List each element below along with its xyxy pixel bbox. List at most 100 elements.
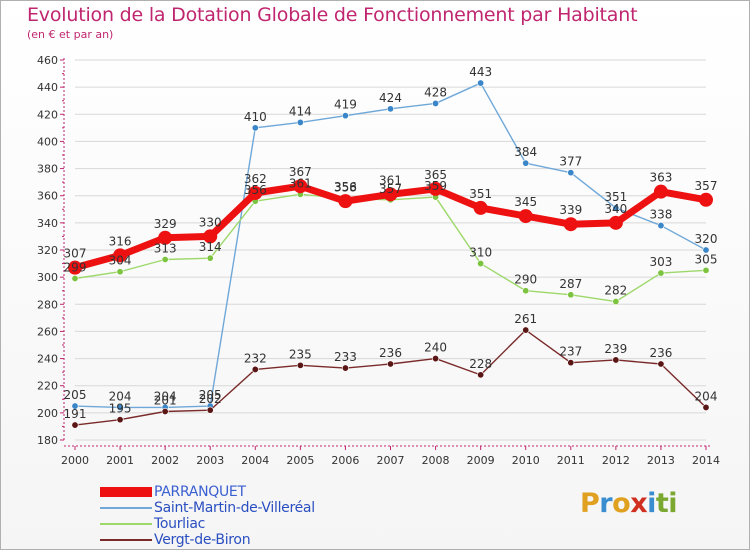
y-tick-label: 440 [37, 81, 58, 94]
y-tick-label: 300 [37, 271, 58, 284]
data-label-tourliac: 282 [604, 284, 627, 298]
y-tick-label: 260 [37, 325, 58, 338]
data-label-vergt-de-biron: 240 [424, 341, 447, 355]
data-label-tourliac: 361 [289, 176, 312, 190]
data-point-vergt-de-biron [116, 416, 124, 424]
data-label-parranquet: 345 [514, 195, 537, 209]
y-tick-label: 180 [37, 434, 58, 447]
data-label-saint-martin-de-viller-al: 205 [64, 388, 87, 402]
data-point-parranquet [158, 230, 173, 245]
data-point-saint-martin-de-viller-al [522, 159, 530, 167]
data-label-vergt-de-biron: 233 [334, 350, 357, 364]
legend-item: Vergt-de-Biron [100, 532, 360, 548]
data-label-parranquet: 357 [695, 179, 718, 193]
data-point-vergt-de-biron [477, 371, 485, 379]
data-label-vergt-de-biron: 237 [559, 345, 582, 359]
data-label-parranquet: 316 [109, 234, 132, 248]
data-label-parranquet: 330 [199, 215, 222, 229]
legend-item: Saint-Martin-de-Villeréal [100, 500, 360, 516]
data-label-parranquet: 339 [559, 203, 582, 217]
data-label-saint-martin-de-viller-al: 424 [379, 91, 402, 105]
data-label-tourliac: 357 [379, 182, 402, 196]
data-label-tourliac: 356 [244, 183, 267, 197]
data-point-parranquet [653, 184, 668, 199]
data-label-parranquet: 362 [244, 172, 267, 186]
logo-letter: r [599, 488, 613, 519]
x-tick-label: 2011 [557, 454, 585, 467]
data-point-vergt-de-biron [522, 326, 530, 334]
data-point-saint-martin-de-viller-al [702, 246, 710, 254]
chart-subtitle: (en € et par an) [27, 28, 114, 41]
data-label-vergt-de-biron: 236 [379, 346, 402, 360]
data-label-saint-martin-de-viller-al: 338 [649, 208, 672, 222]
y-tick-label: 460 [37, 54, 58, 67]
data-label-vergt-de-biron: 232 [244, 351, 267, 365]
data-point-saint-martin-de-viller-al [386, 105, 394, 113]
legend-item: PARRANQUET [100, 484, 360, 500]
data-label-parranquet: 356 [334, 180, 357, 194]
legend-swatch [100, 507, 152, 509]
data-label-vergt-de-biron: 236 [649, 346, 672, 360]
data-label-saint-martin-de-viller-al: 320 [695, 232, 718, 246]
chart-legend: PARRANQUET Saint-Martin-de-Villeréal Tourl… [100, 484, 360, 548]
data-label-vergt-de-biron: 202 [199, 392, 222, 406]
logo-letter: i [647, 488, 656, 519]
y-tick-label: 220 [37, 380, 58, 393]
data-label-vergt-de-biron: 235 [289, 347, 312, 361]
data-label-tourliac: 314 [199, 240, 222, 254]
y-tick-label: 400 [37, 135, 58, 148]
data-point-tourliac [567, 291, 575, 299]
y-tick-label: 240 [37, 353, 58, 366]
x-tick-label: 2002 [151, 454, 179, 467]
data-point-saint-martin-de-viller-al [341, 112, 349, 120]
x-tick-label: 2009 [467, 454, 495, 467]
data-point-saint-martin-de-viller-al [251, 124, 259, 132]
data-label-parranquet: 367 [289, 165, 312, 179]
x-tick-label: 2004 [241, 454, 269, 467]
data-label-parranquet: 351 [469, 187, 492, 201]
data-label-vergt-de-biron: 261 [514, 312, 537, 326]
x-tick-label: 2003 [196, 454, 224, 467]
data-label-tourliac: 313 [154, 242, 177, 256]
x-tick-label: 2007 [377, 454, 405, 467]
data-label-parranquet: 365 [424, 168, 447, 182]
data-label-saint-martin-de-viller-al: 443 [469, 65, 492, 79]
data-point-parranquet [203, 229, 218, 244]
y-tick-label: 420 [37, 108, 58, 121]
y-tick-label: 380 [37, 163, 58, 176]
data-point-vergt-de-biron [161, 407, 169, 415]
data-point-tourliac [71, 274, 79, 282]
data-point-parranquet [338, 194, 353, 209]
logo-letter: x [630, 488, 648, 519]
data-label-tourliac: 358 [334, 180, 357, 194]
data-label-tourliac: 359 [424, 179, 447, 193]
x-tick-label: 2005 [286, 454, 314, 467]
legend-item: Tourliac [100, 516, 360, 532]
data-point-tourliac [161, 255, 169, 263]
data-point-parranquet [383, 187, 398, 202]
data-point-vergt-de-biron [206, 406, 214, 414]
legend-swatch [100, 487, 152, 497]
data-label-tourliac: 287 [559, 277, 582, 291]
y-tick-label: 340 [37, 217, 58, 230]
data-point-vergt-de-biron [296, 361, 304, 369]
data-label-tourliac: 305 [695, 252, 718, 266]
data-point-parranquet [563, 217, 578, 232]
data-point-parranquet [248, 186, 263, 200]
data-point-tourliac [477, 260, 485, 268]
data-label-tourliac: 290 [514, 273, 537, 287]
data-point-saint-martin-de-viller-al [296, 118, 304, 126]
data-point-vergt-de-biron [251, 365, 259, 373]
data-label-vergt-de-biron: 239 [604, 342, 627, 356]
data-point-saint-martin-de-viller-al [71, 402, 79, 410]
data-point-vergt-de-biron [71, 421, 79, 429]
data-point-tourliac [116, 268, 124, 276]
y-tick-label: 320 [37, 244, 58, 257]
data-point-tourliac [702, 266, 710, 274]
data-label-saint-martin-de-viller-al: 428 [424, 85, 447, 99]
x-tick-label: 2013 [647, 454, 675, 467]
data-label-tourliac: 310 [469, 246, 492, 260]
x-tick-label: 2001 [106, 454, 134, 467]
data-point-saint-martin-de-viller-al [116, 403, 124, 411]
